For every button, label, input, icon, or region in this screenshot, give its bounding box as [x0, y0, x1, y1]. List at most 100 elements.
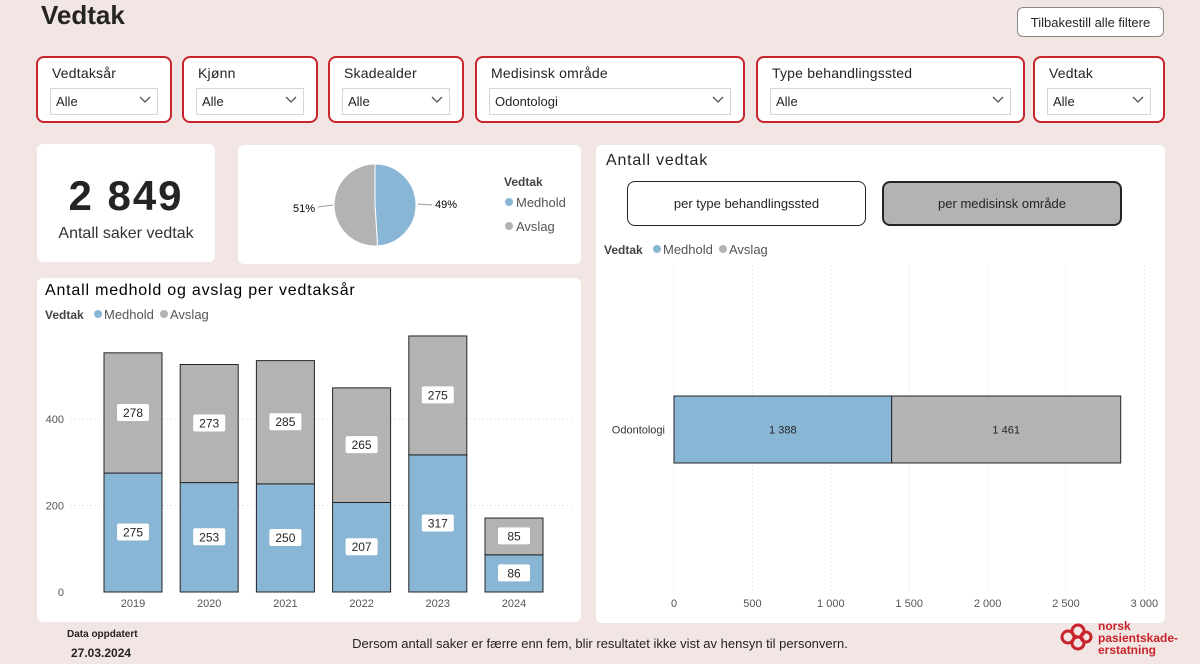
- data-label-avslag: 85: [507, 529, 521, 543]
- slicer-vedtaksar: Vedtaksår Alle: [36, 56, 172, 123]
- x-tick-label: 2019: [121, 598, 145, 610]
- vedtaksar-dropdown[interactable]: Alle: [50, 88, 158, 115]
- legend-marker-medhold: [505, 198, 513, 206]
- dropdown-value: Alle: [56, 94, 78, 109]
- pie-legend-avslag: Avslag: [516, 219, 555, 234]
- kpi-value: 2 849: [68, 172, 184, 219]
- hbar-legend-title: Vedtak: [604, 243, 643, 257]
- data-label-medhold: 86: [507, 566, 521, 580]
- x-tick-label: 2024: [502, 598, 526, 610]
- leader-line: [317, 204, 334, 208]
- data-label-bg: [498, 527, 530, 545]
- data-label-medhold: 250: [275, 531, 295, 545]
- hbar-chart-title: Antall vedtak: [606, 152, 709, 169]
- kpi-card: 2 849 Antall saker vedtak: [37, 144, 215, 262]
- slicer-label: Type behandlingssted: [772, 65, 913, 81]
- pie-slice-avslag[interactable]: [333, 163, 379, 247]
- slicer-medisinsk-omrade: Medisinsk område Odontologi: [475, 56, 745, 123]
- reset-filters-button[interactable]: Tilbakestill alle filtere: [1017, 7, 1164, 37]
- pie-label-medhold: 49%: [435, 199, 457, 211]
- data-label-bg: [117, 523, 149, 541]
- pie-card: 51% 49% Vedtak Medhold Avslag: [238, 145, 581, 264]
- x-tick-label: 500: [743, 598, 761, 610]
- toggle-per-type-behandlingssted[interactable]: per type behandlingssted: [627, 181, 866, 226]
- data-updated-label: Data oppdatert: [67, 629, 138, 640]
- hbar-avslag[interactable]: [891, 395, 1122, 464]
- bar-chart-title: Antall medhold og avslag per vedtaksår: [45, 281, 356, 299]
- hbar-legend-avslag: Avslag: [729, 242, 768, 257]
- chevron-down-icon: [139, 96, 151, 103]
- chevron-down-icon: [431, 96, 443, 103]
- legend-marker-medhold: [94, 310, 102, 318]
- bar-legend-medhold: Medhold: [104, 307, 154, 322]
- data-label-avslag: 273: [199, 417, 219, 431]
- chevron-down-icon: [712, 96, 724, 103]
- data-updated-date: 27.03.2024: [71, 646, 132, 660]
- data-label-avslag: 275: [428, 388, 448, 402]
- legend-marker-avslag: [160, 310, 168, 318]
- slicer-label: Skadealder: [344, 65, 417, 81]
- data-label-bg: [193, 528, 226, 546]
- slicer-kjonn: Kjønn Alle: [182, 56, 318, 123]
- slicer-label: Medisinsk område: [491, 65, 608, 81]
- kpi-label: Antall saker vedtak: [58, 225, 194, 242]
- slicer-label: Vedtaksår: [52, 65, 117, 81]
- x-tick-label: 2 500: [1052, 598, 1080, 610]
- legend-marker-medhold: [653, 245, 661, 253]
- hbar-medhold[interactable]: [673, 395, 893, 464]
- x-tick-label: 2023: [426, 598, 450, 610]
- data-label-bg: [421, 514, 454, 532]
- privacy-note: Dersom antall saker er færre enn fem, bl…: [352, 636, 848, 651]
- data-label-bg: [269, 528, 302, 546]
- dropdown-value: Odontologi: [495, 94, 558, 109]
- chevron-down-icon: [992, 96, 1004, 103]
- data-label-avslag: 285: [275, 415, 295, 429]
- slicer-label: Kjønn: [198, 65, 236, 81]
- pie-legend-medhold: Medhold: [516, 195, 566, 210]
- type-behandlingssted-dropdown[interactable]: Alle: [770, 88, 1011, 115]
- x-tick-label: 2021: [273, 598, 297, 610]
- data-label-medhold: 253: [199, 530, 219, 544]
- logo-text: norsk: [1098, 621, 1131, 633]
- data-label-bg: [345, 436, 378, 454]
- x-tick-label: 1 500: [895, 598, 923, 610]
- kjonn-dropdown[interactable]: Alle: [196, 88, 304, 115]
- medisinsk-omrade-dropdown[interactable]: Odontologi: [489, 88, 731, 115]
- pie-label-avslag: 51%: [293, 203, 315, 215]
- bar-legend-title: Vedtak: [45, 308, 84, 322]
- bar-avslag-2021[interactable]: [255, 360, 315, 485]
- chevron-down-icon: [1132, 96, 1144, 103]
- data-label-avslag: 265: [352, 438, 372, 452]
- company-logo: norsk pasientskade- erstatning: [1056, 619, 1196, 659]
- data-label-bg: [117, 403, 149, 421]
- slicer-vedtak: Vedtak Alle: [1033, 56, 1165, 123]
- dropdown-value: Alle: [776, 94, 798, 109]
- data-label-bg: [421, 386, 454, 404]
- data-label-bg: [498, 564, 530, 582]
- skadealder-dropdown[interactable]: Alle: [342, 88, 450, 115]
- toggle-per-medisinsk-omrade[interactable]: per medisinsk område: [882, 181, 1122, 226]
- bar-legend-avslag: Avslag: [170, 307, 209, 322]
- page-title: Vedtak: [41, 0, 125, 30]
- y-tick-label: 200: [46, 501, 64, 513]
- leader-line: [417, 203, 433, 206]
- slicer-label: Vedtak: [1049, 65, 1094, 81]
- data-label-bg: [193, 414, 226, 432]
- data-label-medhold: 275: [123, 526, 143, 540]
- logo-cross-icon: norsk pasientskade- erstatning: [1060, 619, 1178, 657]
- logo-text: pasientskade-: [1098, 631, 1178, 645]
- pie-slice-medhold[interactable]: [374, 163, 417, 247]
- x-tick-label: 3 000: [1131, 598, 1159, 610]
- horizontal-bar-chart: Vedtak Medhold Avslag 0 500 1 000 1 500 2 00…: [604, 242, 1159, 610]
- data-label-avslag: 1 461: [992, 425, 1020, 437]
- vertical-bar-chart: Antall medhold og avslag per vedtaksår V…: [45, 281, 575, 610]
- y-tick-label: 400: [46, 414, 64, 426]
- x-tick-label: 2022: [349, 598, 373, 610]
- dropdown-value: Alle: [1053, 94, 1075, 109]
- bar-chart-card: Antall medhold og avslag per vedtaksår V…: [37, 278, 581, 622]
- data-label-medhold: 207: [352, 540, 372, 554]
- vedtak-dropdown[interactable]: Alle: [1047, 88, 1151, 115]
- hbar-legend-medhold: Medhold: [663, 242, 713, 257]
- chevron-down-icon: [285, 96, 297, 103]
- pie-legend-title: Vedtak: [504, 175, 543, 189]
